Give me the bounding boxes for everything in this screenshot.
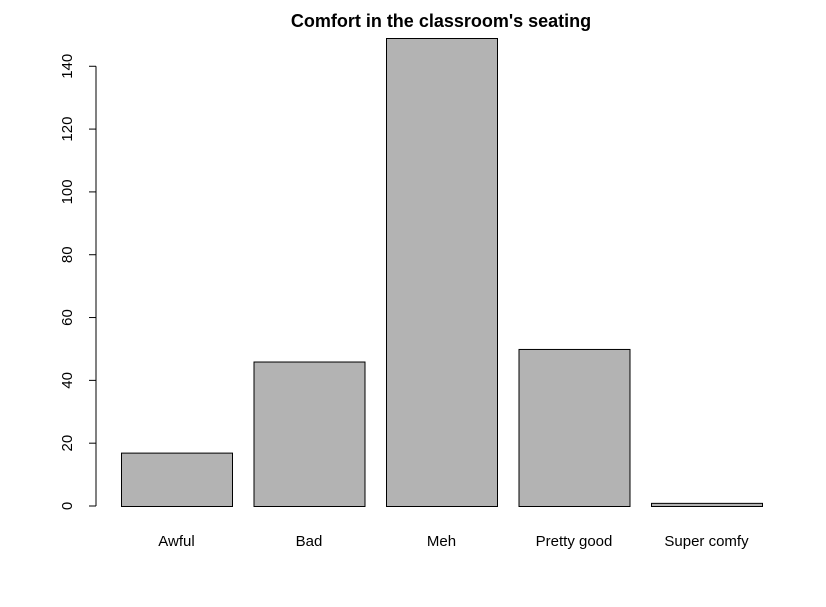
x-category-label: Bad (296, 533, 323, 550)
x-axis-labels: Awful Bad Meh Pretty good Super comfy (158, 533, 749, 550)
x-category-label: Meh (427, 533, 456, 550)
x-category-label: Pretty good (536, 533, 613, 550)
x-category-label: Super comfy (664, 533, 749, 550)
y-tick-label: 40 (59, 372, 76, 389)
y-tick-label: 120 (59, 117, 76, 142)
y-tick-label: 140 (59, 54, 76, 79)
bar-meh (386, 38, 498, 507)
y-tick-label: 80 (59, 246, 76, 263)
y-tick-label: 60 (59, 309, 76, 326)
bar-pretty-good (518, 348, 631, 508)
y-tick-label: 0 (59, 502, 76, 510)
bar-awful (121, 452, 233, 508)
bar-super-comfy (651, 502, 763, 508)
y-axis: 0 20 40 60 80 100 120 140 (59, 54, 97, 510)
bar-bad (253, 361, 366, 507)
chart-title: Comfort in the classroom's seating (291, 11, 591, 31)
y-tick-label: 20 (59, 435, 76, 452)
bars-group (121, 38, 763, 508)
x-category-label: Awful (158, 533, 194, 550)
y-tick-label: 100 (59, 179, 76, 204)
